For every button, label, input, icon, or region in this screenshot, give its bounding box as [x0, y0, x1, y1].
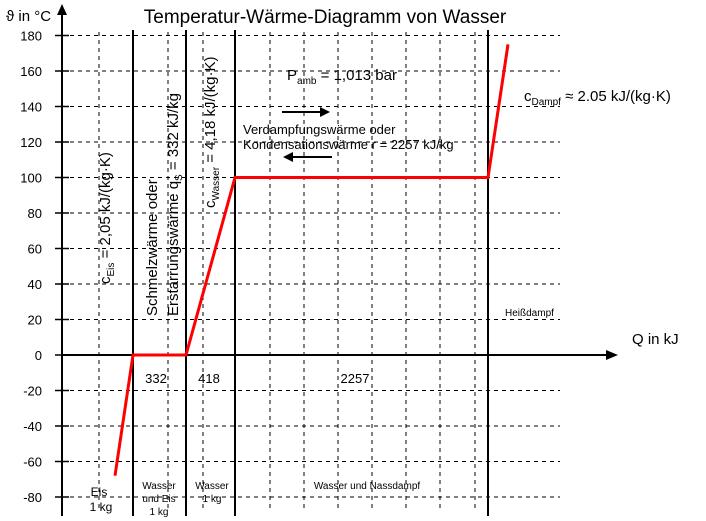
y-tick-label: -40 [23, 419, 42, 434]
annotation-erstarrungswaerme: Erstarrungswärme qS = 332 kJ/kg [165, 93, 185, 316]
y-tick-label: 20 [28, 313, 42, 328]
y-axis-label: ϑ in °C [6, 8, 51, 25]
y-tick-labels: 180 160 140 120 100 80 60 40 20 0 -20 -40 -60 -80 [20, 29, 42, 506]
series-line-heating-curve [113, 44, 510, 476]
y-tick-label: 100 [20, 171, 42, 186]
y-tick-label: 40 [28, 277, 42, 292]
phase-label-wasser: Wasser [195, 481, 229, 492]
phase-label-eis-mass: 1 kg [90, 500, 113, 514]
y-tick-label: 140 [20, 100, 42, 115]
phase-label-wasser-eis-3: 1 kg [150, 507, 169, 518]
phase-label-wasser-eis-2: und Eis [142, 494, 175, 505]
annotation-c-eis: cEis = 2,05 kJ/(kg·K) [97, 152, 117, 284]
y-tick-label: 120 [20, 135, 42, 150]
phase-label-wasser-mass: 1 kg [203, 494, 222, 505]
segment-label-418: 418 [198, 371, 220, 386]
grid-lines [62, 32, 560, 512]
segment-label-332: 332 [145, 371, 167, 386]
annotation-p-amb: Pamb = 1,013 bar [287, 67, 397, 87]
y-tick-label: 180 [20, 29, 42, 44]
segment-label-2257: 2257 [341, 371, 370, 386]
annotation-verdampfungswaerme: Verdampfungswärme oder [243, 122, 396, 137]
arrow-left-icon [283, 152, 332, 162]
arrow-right-icon [282, 107, 330, 117]
y-tick-label: 60 [28, 242, 42, 257]
annotation-c-wasser: cWasser = 4,18 kJ/(kg·K) [202, 57, 222, 209]
x-axis-label: Q in kJ [632, 331, 679, 348]
annotation-c-dampf: cDampf ≈ 2.05 kJ/(kg·K) [524, 88, 671, 108]
y-axis-arrowhead [57, 4, 67, 15]
phase-label-nassdampf: Wasser und Nassdampf [314, 481, 421, 492]
y-tick-label: -20 [23, 384, 42, 399]
y-tick-label: 80 [28, 206, 42, 221]
annotation-heissdampf: Heißdampf [505, 308, 554, 319]
y-tick-label: 160 [20, 64, 42, 79]
phase-label-eis: Eis [91, 485, 108, 499]
annotation-schmelzwaerme: Schmelzwärme oder [144, 179, 161, 316]
y-tick-label: -80 [23, 490, 42, 505]
chart-title: Temperatur-Wärme-Diagramm von Wasser [144, 7, 507, 28]
phase-label-wasser-eis-1: Wasser [142, 481, 176, 492]
y-tick-label: 0 [35, 348, 42, 363]
axes [55, 4, 618, 516]
y-tick-label: -60 [23, 455, 42, 470]
x-axis-arrowhead [606, 350, 618, 360]
series-lines [113, 44, 510, 476]
annotation-kondensationswaerme: Kondensationswärme r = 2257 kJ/kg [243, 137, 454, 152]
